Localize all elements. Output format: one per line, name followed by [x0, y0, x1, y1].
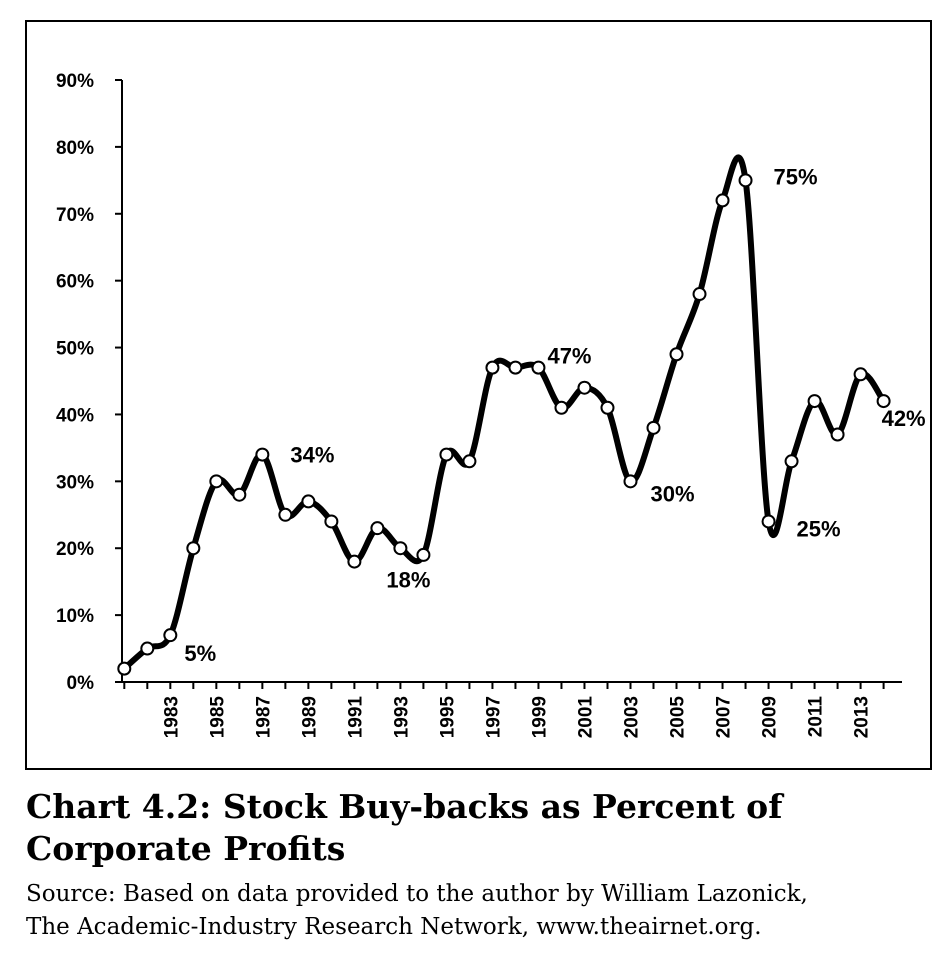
data-point: [807, 394, 822, 409]
chart-caption: Chart 4.2: Stock Buy-backs as Percent of…: [26, 786, 936, 870]
data-point: [485, 360, 500, 375]
data-point: [186, 541, 201, 556]
data-point: [324, 514, 339, 529]
caption-title-line-2: Corporate Profits: [26, 829, 346, 868]
data-point: [163, 628, 178, 643]
y-tick-label: 0%: [67, 673, 95, 694]
x-tick-label: 1999: [529, 696, 550, 738]
x-tick-label: 2011: [806, 696, 827, 738]
data-point: [646, 420, 661, 435]
source-note: Source: Based on data provided to the au…: [26, 878, 936, 944]
series-line: [122, 154, 887, 671]
data-point: [669, 347, 684, 362]
data-point: [623, 474, 638, 489]
data-point: [830, 427, 845, 442]
data-point: [876, 394, 891, 409]
x-tick-label: 1997: [483, 696, 504, 738]
x-tick-label: 2009: [760, 696, 781, 738]
y-tick-label: 40%: [56, 405, 94, 426]
data-label: 42%: [882, 406, 926, 431]
data-point: [439, 447, 454, 462]
data-point: [416, 547, 431, 562]
y-tick-label: 10%: [56, 606, 94, 627]
y-tick-label: 70%: [56, 205, 94, 226]
data-point: [738, 173, 753, 188]
y-tick-label: 80%: [56, 138, 94, 159]
data-point: [462, 454, 477, 469]
data-point: [393, 541, 408, 556]
data-point: [600, 400, 615, 415]
data-point: [577, 380, 592, 395]
data-label: 75%: [774, 164, 818, 189]
data-point: [508, 360, 523, 375]
y-tick-label: 50%: [56, 339, 94, 360]
buybacks-line-chart: 0% 10% 20% 30% 40% 50% 60% 70% 80% 90% 1983 1985 198…: [56, 71, 926, 739]
data-point: [531, 360, 546, 375]
x-tick-label: 1987: [253, 696, 274, 738]
caption-title-line-1: Chart 4.2: Stock Buy-backs as Percent of: [26, 787, 783, 826]
chart-frame: 0% 10% 20% 30% 40% 50% 60% 70% 80% 90% 1983 1985 198…: [25, 20, 932, 770]
data-point: [278, 507, 293, 522]
data-point: [347, 554, 362, 569]
x-tick-label: 1995: [437, 696, 458, 739]
data-label: 34%: [290, 443, 334, 468]
y-tick-label: 20%: [56, 539, 94, 560]
x-tick-label: 2013: [852, 696, 873, 738]
data-point: [255, 447, 270, 462]
data-point: [784, 454, 799, 469]
data-point: [232, 487, 247, 502]
x-tick-label: 2005: [668, 696, 689, 739]
x-tick-label: 1985: [207, 696, 228, 739]
data-point: [209, 474, 224, 489]
x-tick-label: 2001: [575, 696, 596, 739]
x-tick-label: 2003: [621, 696, 642, 738]
y-tick-label: 90%: [56, 71, 94, 92]
data-point: [301, 494, 316, 509]
data-point: [370, 521, 385, 536]
data-label: 18%: [386, 568, 430, 593]
x-tick-label: 1993: [391, 696, 412, 738]
data-label: 25%: [797, 516, 841, 541]
x-tick-label: 1989: [299, 696, 320, 738]
data-point: [761, 514, 776, 529]
y-tick-label: 30%: [56, 472, 94, 493]
y-tick-label: 60%: [56, 272, 94, 293]
source-line-1: Source: Based on data provided to the au…: [26, 881, 808, 907]
data-point: [117, 661, 132, 676]
data-label: 30%: [650, 481, 694, 506]
x-tick-label: 1983: [161, 696, 182, 738]
x-tick-label: 2007: [714, 696, 735, 738]
data-label: 5%: [184, 641, 216, 666]
data-point: [140, 641, 155, 656]
data-label: 47%: [547, 344, 591, 369]
data-point: [853, 367, 868, 382]
x-tick-label: 1991: [345, 696, 366, 739]
source-line-2: The Academic-Industry Research Network, …: [26, 914, 762, 940]
data-point: [692, 287, 707, 302]
data-point: [554, 400, 569, 415]
data-point: [715, 193, 730, 208]
